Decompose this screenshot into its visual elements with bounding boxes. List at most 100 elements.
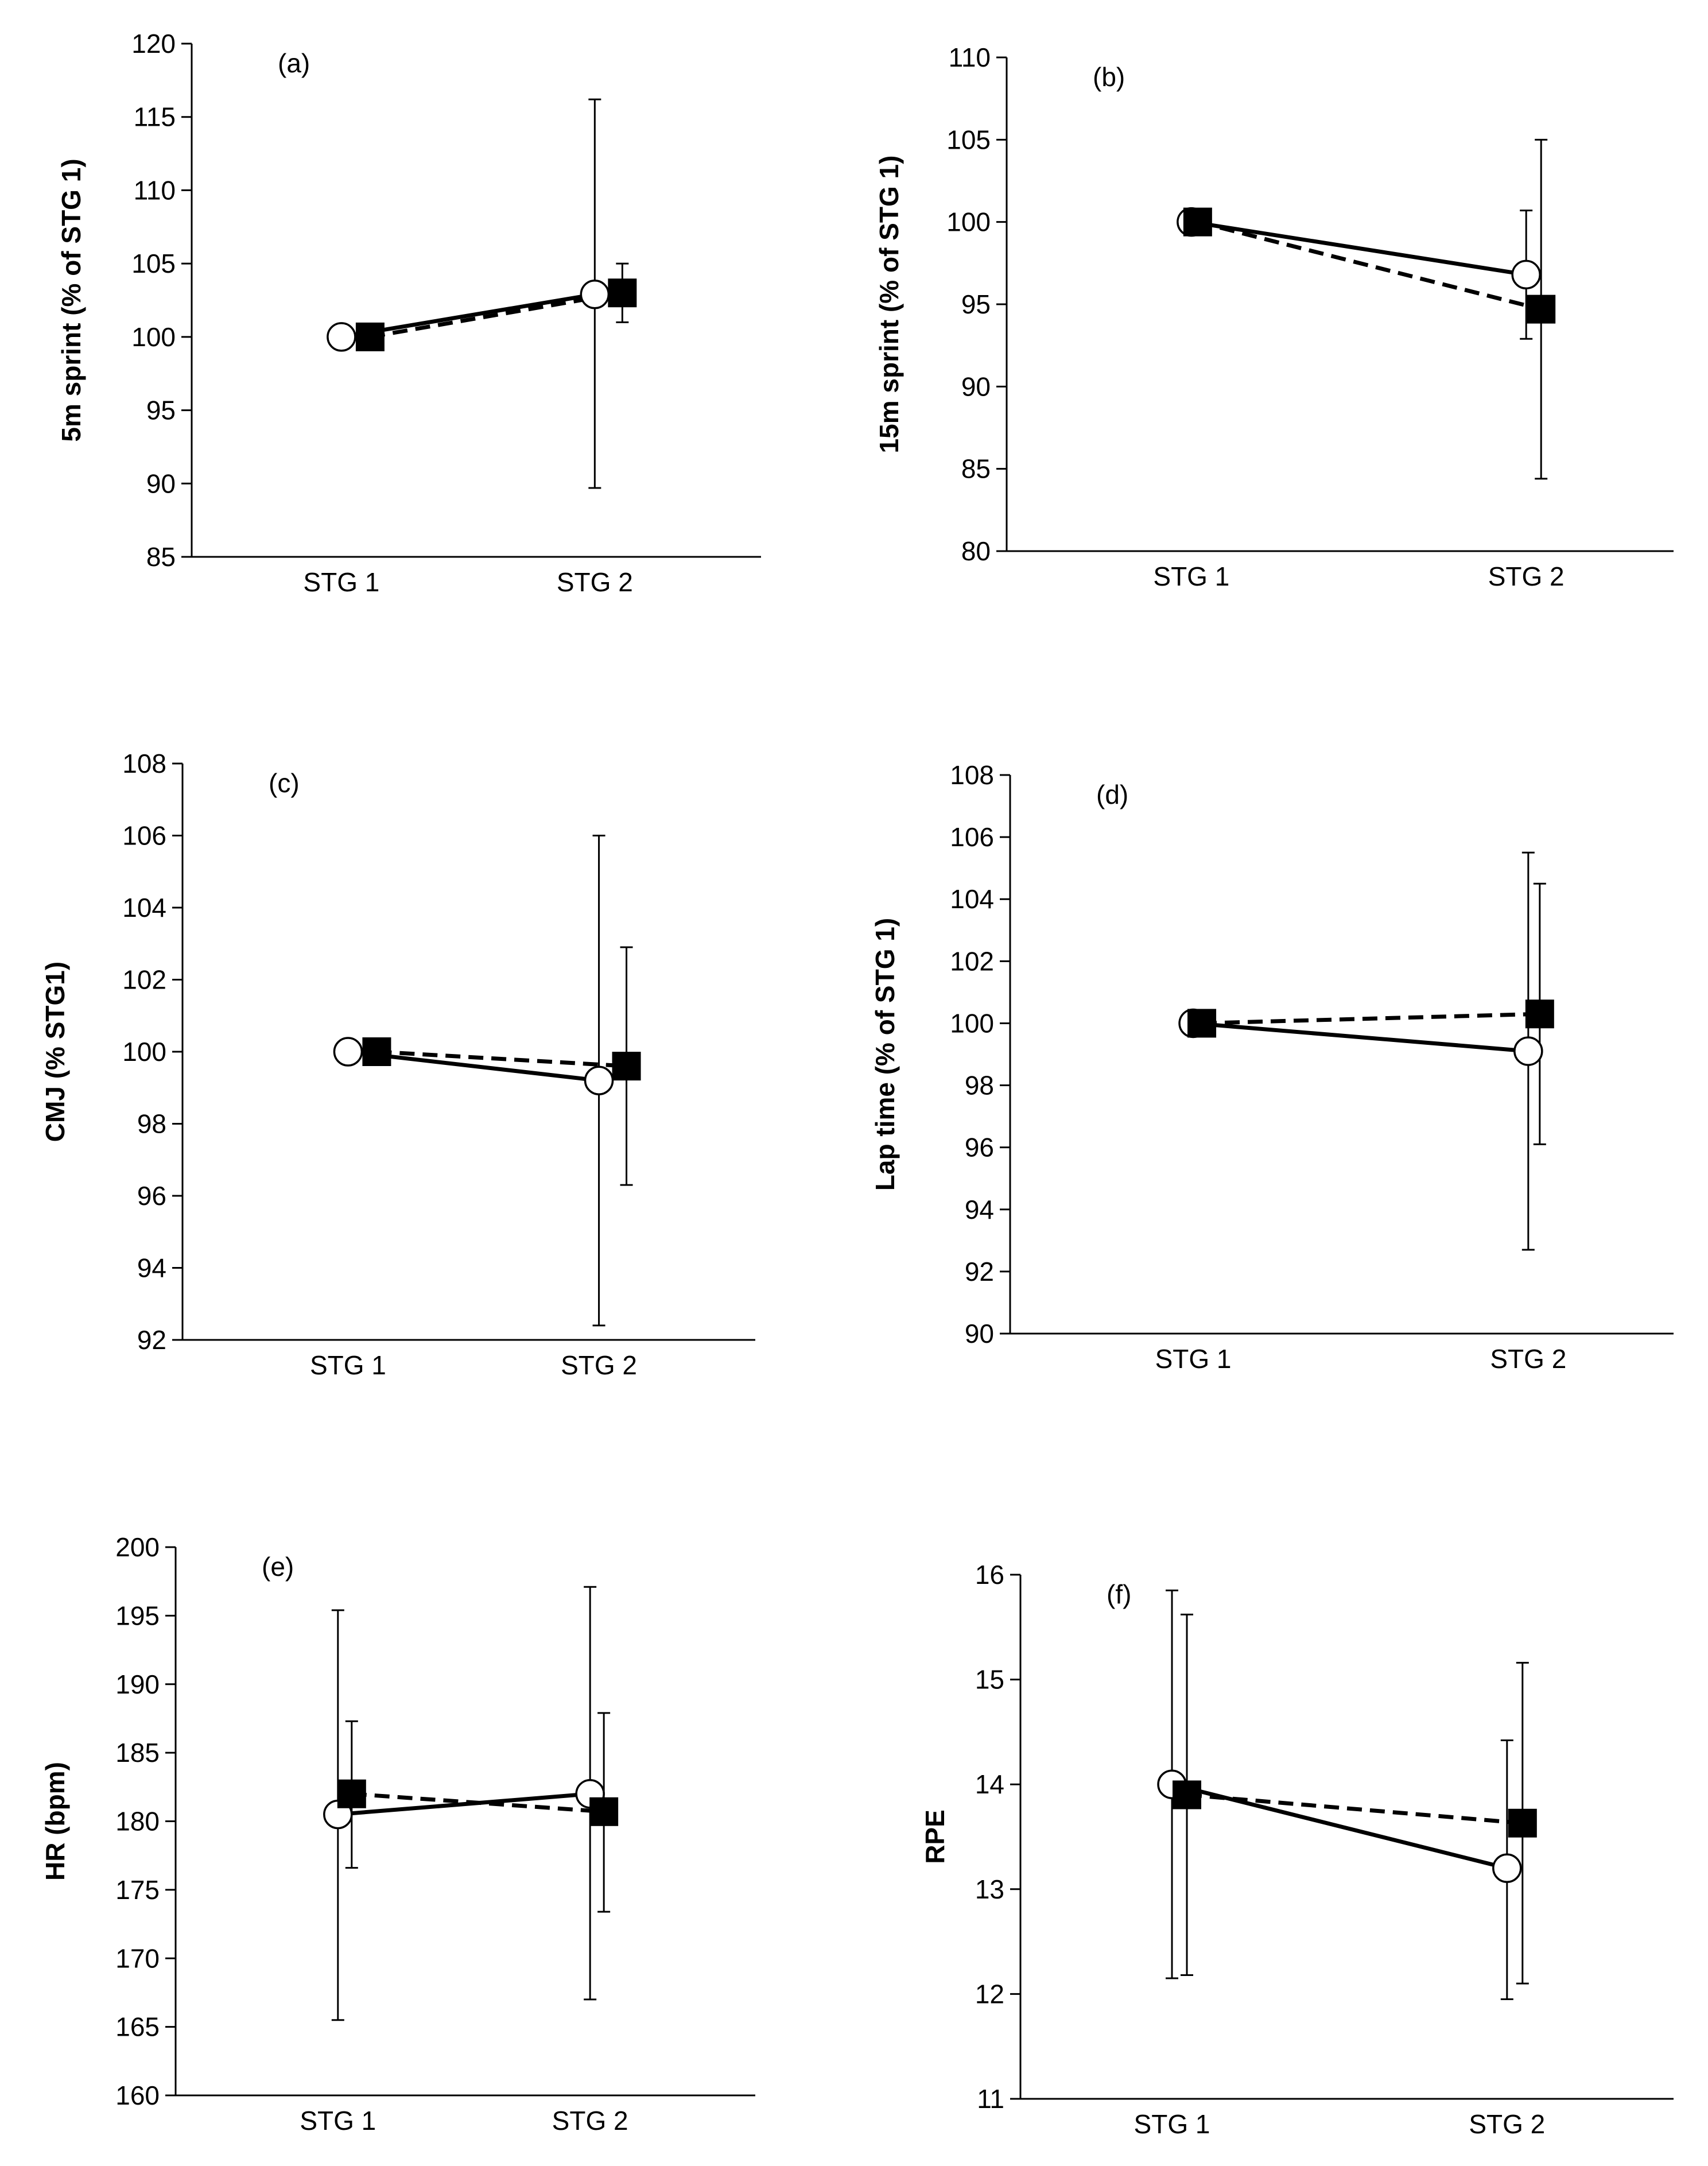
y-tick-label: 105 xyxy=(946,125,991,154)
solid-series-line xyxy=(1193,1021,1529,1053)
y-tick-label: 102 xyxy=(950,946,994,976)
y-tick-label: 185 xyxy=(115,1738,160,1768)
dashed-series-line xyxy=(370,290,623,339)
x-tick-label: STG 2 xyxy=(557,567,633,597)
x-tick-label: STG 1 xyxy=(310,1350,386,1380)
solid-series-line xyxy=(1191,220,1527,277)
y-tick-label: 180 xyxy=(115,1807,160,1836)
y-tick-label: 80 xyxy=(961,536,991,566)
x-tick-label: STG 1 xyxy=(303,567,379,597)
dashed-series-line xyxy=(1186,1792,1523,1826)
y-tick-label: 160 xyxy=(115,2080,160,2110)
y-tick-label: 175 xyxy=(115,1875,160,1905)
y-tick-label: 106 xyxy=(950,822,994,852)
data-point-square xyxy=(612,1052,641,1081)
y-tick-label: 105 xyxy=(131,249,176,278)
y-tick-label: 16 xyxy=(975,1560,1004,1590)
data-point-circle xyxy=(1492,1853,1522,1884)
y-tick-label: 120 xyxy=(131,29,176,59)
y-tick-label: 12 xyxy=(975,1979,1004,2009)
y-tick-label: 100 xyxy=(950,1008,994,1038)
y-tick-label: 102 xyxy=(122,965,166,995)
x-tick-label: STG 1 xyxy=(1134,2109,1210,2139)
panel-label: (e) xyxy=(262,1552,294,1582)
y-tick-label: 98 xyxy=(137,1109,166,1139)
y-tick-label: 13 xyxy=(975,1874,1004,1904)
y-tick-label: 96 xyxy=(137,1181,166,1211)
y-tick-label: 110 xyxy=(134,175,176,205)
chart-panel-6: 11 12 13 14 15 16 STG 1 STG 2 RPE (f) xyxy=(920,1560,1674,2139)
data-point-circle xyxy=(333,1037,363,1067)
y-tick-label: 92 xyxy=(965,1257,994,1287)
y-tick-label: 104 xyxy=(950,884,994,914)
x-tick-label: STG 2 xyxy=(1488,561,1565,591)
y-axis-title: 15m sprint (% of STG 1) xyxy=(874,156,904,454)
data-point-square xyxy=(1173,1780,1202,1809)
y-tick-label: 100 xyxy=(131,322,176,352)
data-point-square xyxy=(589,1797,619,1826)
data-point-square xyxy=(1508,1808,1537,1838)
data-point-circle xyxy=(1511,259,1541,290)
y-tick-label: 115 xyxy=(134,102,176,132)
chart-panel-1: 85 90 95 100 105 110 115 120 STG 1 STG 2 5m sprint… xyxy=(56,29,761,597)
panel-label: (a) xyxy=(278,48,310,78)
y-axis-title: CMJ (% STG1) xyxy=(40,962,70,1142)
dashed-series-line xyxy=(376,1049,627,1068)
y-tick-label: 170 xyxy=(115,1943,160,1973)
x-tick-label: STG 2 xyxy=(1469,2109,1545,2139)
y-tick-label: 94 xyxy=(137,1253,166,1283)
y-tick-label: 95 xyxy=(146,396,176,425)
data-point-square xyxy=(362,1037,391,1066)
y-tick-label: 85 xyxy=(146,542,176,572)
panel-label: (d) xyxy=(1096,780,1128,809)
y-axis-title: Lap time (% of STG 1) xyxy=(870,918,900,1191)
y-tick-label: 110 xyxy=(949,42,991,72)
y-tick-label: 96 xyxy=(965,1133,994,1163)
dashed-series-line xyxy=(351,1792,604,1814)
y-tick-label: 90 xyxy=(965,1319,994,1349)
y-tick-label: 98 xyxy=(965,1071,994,1101)
y-tick-label: 190 xyxy=(115,1669,160,1699)
data-point-square xyxy=(608,278,637,308)
panel-label: (f) xyxy=(1107,1579,1131,1609)
y-tick-label: 108 xyxy=(950,760,994,790)
y-tick-label: 11 xyxy=(977,2084,1004,2114)
chart-panel-4: 90 92 94 96 98 100 102 104 106 108 STG 1 STG 2 Lap t… xyxy=(870,760,1674,1374)
y-axis-title: 5m sprint (% of STG 1) xyxy=(56,158,86,441)
data-point-square xyxy=(355,322,385,351)
y-tick-label: 92 xyxy=(137,1325,166,1355)
data-point-circle xyxy=(327,322,356,352)
chart-panel-3: 92 94 96 98 100 102 104 106 108 STG 1 STG 2 CMJ (% … xyxy=(40,749,755,1380)
y-tick-label: 165 xyxy=(115,2012,160,2042)
data-point-square xyxy=(1527,295,1556,324)
x-tick-label: STG 1 xyxy=(300,2106,376,2136)
x-tick-label: STG 2 xyxy=(561,1350,637,1380)
data-point-square xyxy=(1187,1009,1217,1038)
y-tick-label: 100 xyxy=(122,1037,166,1067)
data-point-circle xyxy=(584,1065,614,1095)
x-tick-label: STG 1 xyxy=(1155,1344,1232,1374)
y-tick-label: 85 xyxy=(961,454,991,484)
y-tick-label: 104 xyxy=(122,893,166,923)
x-tick-label: STG 2 xyxy=(1490,1344,1566,1374)
dashed-series-line xyxy=(1197,220,1542,311)
y-tick-label: 94 xyxy=(965,1195,994,1225)
data-point-circle xyxy=(1513,1036,1543,1066)
y-axis-title: RPE xyxy=(920,1809,950,1864)
panel-label: (b) xyxy=(1093,62,1125,92)
x-tick-label: STG 2 xyxy=(552,2106,628,2136)
data-point-circle xyxy=(580,280,610,309)
dashed-series-line xyxy=(1201,1012,1540,1025)
y-tick-label: 90 xyxy=(961,371,991,401)
y-tick-label: 200 xyxy=(115,1532,160,1562)
y-tick-label: 108 xyxy=(122,749,166,778)
y-tick-label: 95 xyxy=(961,289,991,319)
y-tick-label: 90 xyxy=(146,468,176,498)
y-tick-label: 106 xyxy=(122,821,166,851)
x-tick-label: STG 1 xyxy=(1153,561,1229,591)
y-tick-label: 15 xyxy=(975,1665,1004,1695)
y-tick-label: 14 xyxy=(975,1769,1004,1799)
solid-series-line xyxy=(1171,1782,1508,1870)
